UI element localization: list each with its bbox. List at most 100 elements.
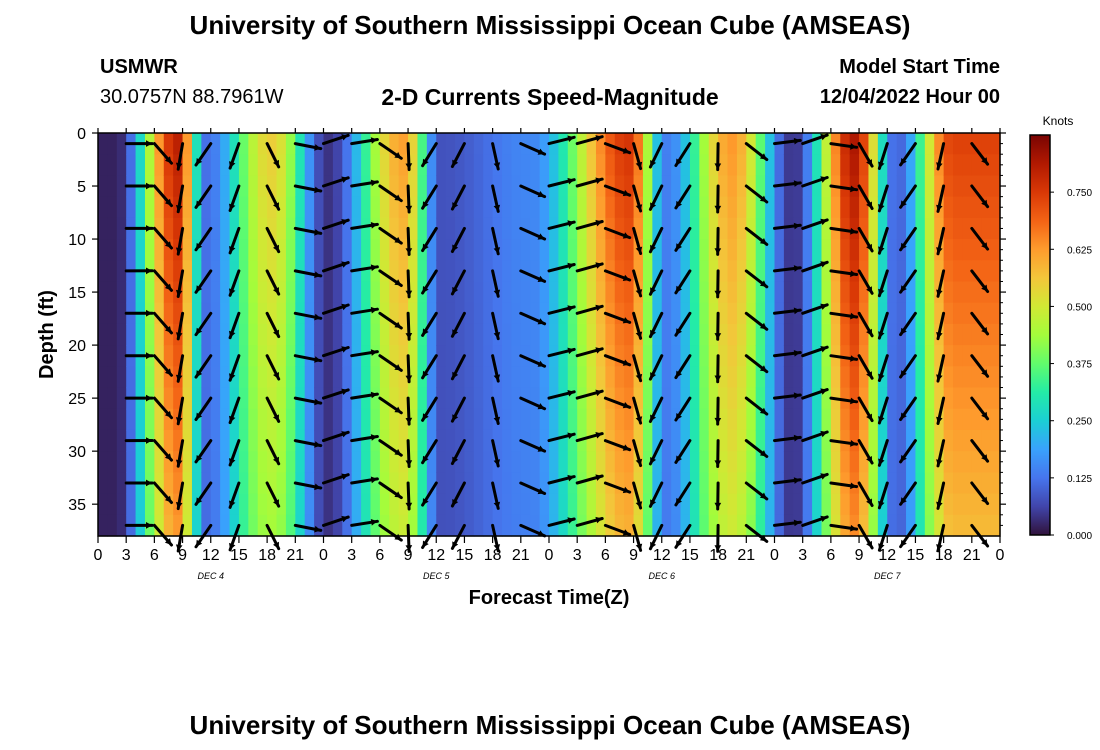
heat-cell <box>981 175 992 198</box>
heat-cell <box>342 408 353 431</box>
heat-cell <box>502 451 513 473</box>
heat-cell <box>708 260 719 283</box>
arrow-head <box>981 539 988 546</box>
heat-cell <box>962 175 973 198</box>
current-arrow <box>970 396 990 421</box>
heat-cell <box>549 281 559 304</box>
heat-cell <box>802 281 813 304</box>
arrow-head <box>900 454 907 462</box>
heat-cell <box>671 133 682 155</box>
y-tick-label: 15 <box>68 285 86 302</box>
heat-cell <box>483 217 494 240</box>
heat-cell <box>652 281 663 304</box>
current-arrow <box>350 391 379 400</box>
heat-cell <box>173 175 184 198</box>
current-arrow <box>491 311 501 341</box>
heat-cell <box>971 281 982 304</box>
heat-cell <box>821 175 832 198</box>
day-label: DEC 6 <box>648 571 675 581</box>
heat-cell <box>379 345 390 367</box>
heat-cell <box>304 133 315 155</box>
heat-cell <box>304 451 315 473</box>
heat-cell <box>859 429 870 452</box>
heat-cell <box>755 154 766 177</box>
heat-cell <box>398 514 409 537</box>
current-arrow <box>293 226 323 236</box>
heat-cell <box>746 133 757 155</box>
heat-cell <box>398 302 409 325</box>
heat-cell <box>906 493 917 516</box>
arrow-head <box>341 346 349 353</box>
heat-cell <box>285 217 296 240</box>
heat-cell <box>577 281 588 304</box>
arrow-head <box>878 204 885 211</box>
heat-cell <box>859 281 870 304</box>
arrow-head <box>146 522 153 529</box>
heat-cell <box>859 387 870 410</box>
heat-cell <box>436 196 447 219</box>
heat-cell <box>689 281 700 304</box>
heat-cell <box>342 260 353 283</box>
heat-cell <box>652 260 663 283</box>
heat-cell <box>708 196 719 219</box>
heat-cell <box>661 514 672 537</box>
current-arrow <box>124 437 154 444</box>
heat-cell <box>201 429 212 452</box>
day-label: DEC 5 <box>423 571 451 581</box>
heat-cell <box>210 493 221 516</box>
heat-cell <box>511 175 522 198</box>
arrow-head <box>759 450 767 457</box>
heat-cell <box>445 387 456 410</box>
heat-cell <box>793 429 804 452</box>
heat-cell <box>483 175 494 198</box>
heat-cell <box>408 323 419 346</box>
arrow-head <box>422 455 429 463</box>
heat-cell <box>934 429 945 452</box>
heat-cell <box>595 302 606 325</box>
heat-cell <box>182 196 193 219</box>
heat-cell <box>671 429 682 452</box>
heat-cell <box>943 154 954 177</box>
arrow-head <box>405 205 413 212</box>
current-arrow <box>519 481 547 495</box>
heat-cell <box>144 366 155 389</box>
heat-cell <box>783 514 794 537</box>
heat-cell <box>314 239 325 261</box>
current-arrow <box>744 226 769 246</box>
heat-cell <box>126 451 137 473</box>
heat-cell <box>840 196 851 219</box>
heat-cell <box>191 260 202 283</box>
heat-cell <box>915 260 926 283</box>
heat-cell <box>520 154 531 177</box>
heat-cell <box>332 472 343 495</box>
heat-cell <box>567 154 578 177</box>
arrow-head <box>936 162 943 169</box>
heat-cell <box>586 514 597 537</box>
arrow-head <box>675 328 682 336</box>
heat-cell <box>990 175 1001 198</box>
heat-cell <box>661 472 672 495</box>
heat-cell <box>736 175 747 198</box>
heat-cell <box>107 133 118 155</box>
current-arrow <box>228 354 241 382</box>
heat-cell <box>718 366 729 389</box>
arrow-head <box>595 219 603 227</box>
heat-cell <box>821 429 832 452</box>
current-arrow <box>293 439 323 448</box>
heat-cell <box>793 133 804 155</box>
heat-cell <box>765 514 776 537</box>
current-arrow <box>575 389 604 400</box>
arrow-head <box>650 202 657 210</box>
heat-cell <box>595 408 606 431</box>
arrow-head <box>175 459 183 467</box>
arrow-head <box>229 330 236 338</box>
heat-cell <box>783 493 794 516</box>
heat-cell <box>436 302 447 325</box>
heat-cell <box>990 217 1001 240</box>
heat-cell <box>765 217 776 240</box>
heat-cell <box>173 387 184 410</box>
heat-cell <box>981 387 992 410</box>
heat-cell <box>520 366 531 389</box>
heat-cell <box>417 302 428 325</box>
current-arrow <box>648 269 664 296</box>
